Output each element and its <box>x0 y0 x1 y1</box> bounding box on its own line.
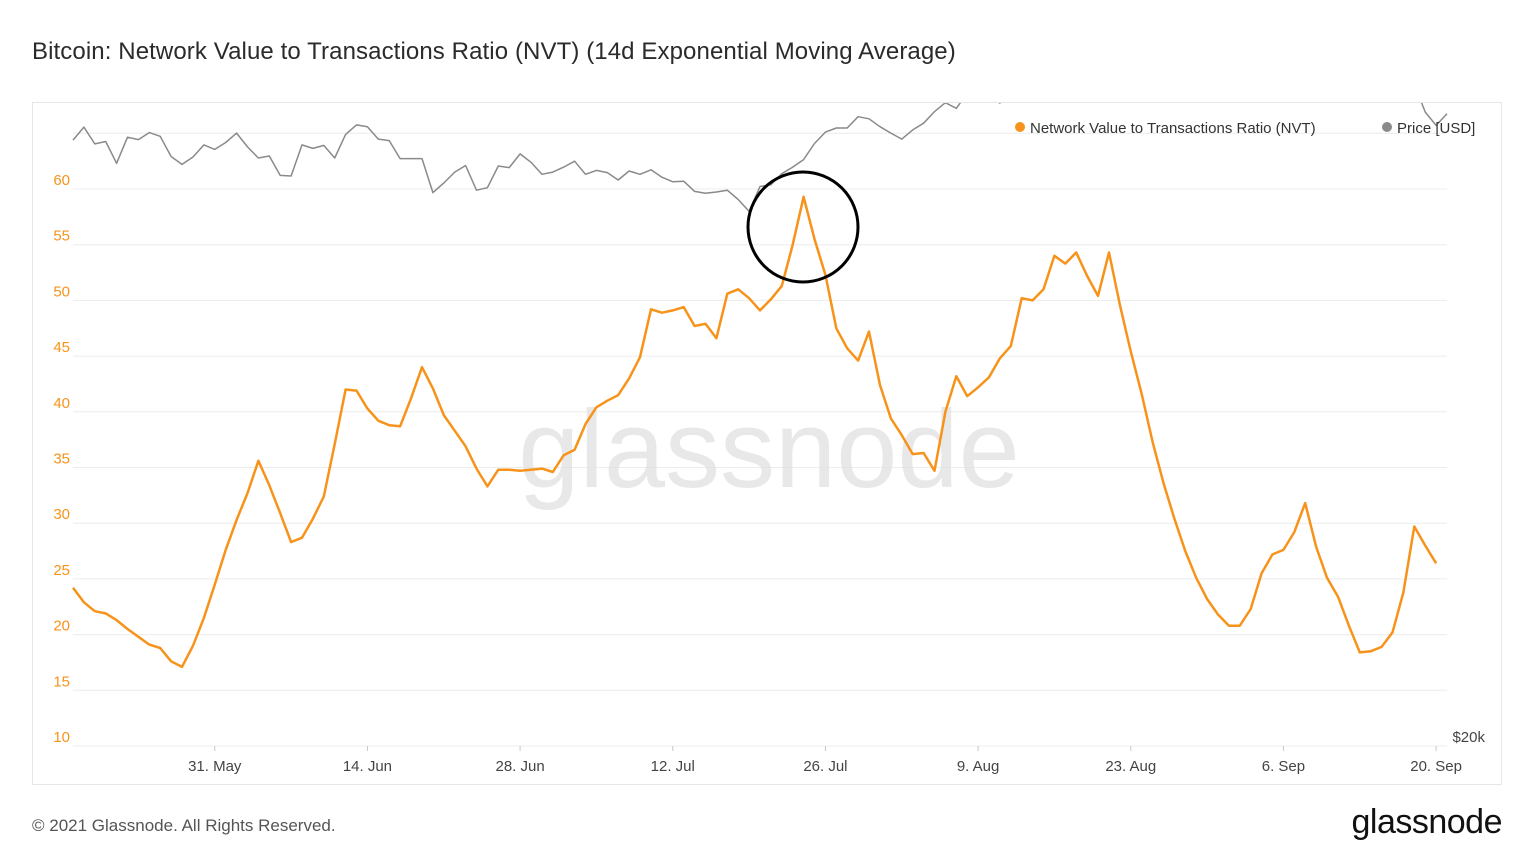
legend-label-price[interactable]: Price [USD] <box>1397 120 1475 137</box>
y-right-tick-label: $20k <box>1452 729 1485 746</box>
x-tick-label: 9. Aug <box>957 758 1000 775</box>
y-tick-label: 30 <box>53 506 70 523</box>
x-tick-label: 12. Jul <box>651 758 695 775</box>
x-tick-label: 28. Jun <box>495 758 544 775</box>
series-layer <box>72 103 1448 669</box>
y-tick-label: 40 <box>53 395 70 412</box>
y-tick-label: 60 <box>53 172 70 189</box>
x-tick-label: 14. Jun <box>343 758 392 775</box>
legend[interactable]: Network Value to Transactions Ratio (NVT… <box>1015 120 1475 137</box>
series-line-nvt <box>72 195 1438 669</box>
x-tick-label: 26. Jul <box>803 758 847 775</box>
y-tick-label: 15 <box>53 673 70 690</box>
series-line-price <box>72 103 1448 213</box>
legend-marker-nvt <box>1015 122 1025 132</box>
chart-title: Bitcoin: Network Value to Transactions R… <box>32 38 956 65</box>
legend-label-nvt[interactable]: Network Value to Transactions Ratio (NVT… <box>1030 120 1316 137</box>
x-tick-labels: 31. May 14. Jun 28. Jun 12. Jul 26. Jul 9. Au… <box>188 746 1462 775</box>
copyright-text: © 2021 Glassnode. All Rights Reserved. <box>32 816 336 835</box>
glassnode-logo: glassnode <box>1351 803 1502 841</box>
y-tick-label: 50 <box>53 283 70 300</box>
x-tick-label: 23. Aug <box>1105 758 1156 775</box>
chart-frame: glassnode 10 15 20 25 30 35 40 45 50 55 60 31. May… <box>32 102 1502 785</box>
x-tick-label: 31. May <box>188 758 242 775</box>
x-tick-label: 6. Sep <box>1262 758 1305 775</box>
y-tick-label: 45 <box>53 339 70 356</box>
x-tick-label: 20. Sep <box>1410 758 1462 775</box>
y-tick-label: 25 <box>53 562 70 579</box>
y-tick-label: 10 <box>53 729 70 746</box>
legend-marker-price <box>1382 122 1392 132</box>
chart-svg: glassnode 10 15 20 25 30 35 40 45 50 55 60 31. May… <box>53 103 1485 775</box>
y-tick-label: 20 <box>53 618 70 635</box>
grid-layer <box>73 132 1447 747</box>
y-tick-label: 55 <box>53 228 70 245</box>
y-tick-label: 35 <box>53 451 70 468</box>
watermark: glassnode <box>518 388 1020 511</box>
annotation-circle <box>746 170 860 284</box>
y-tick-labels: 10 15 20 25 30 35 40 45 50 55 60 <box>53 172 70 746</box>
